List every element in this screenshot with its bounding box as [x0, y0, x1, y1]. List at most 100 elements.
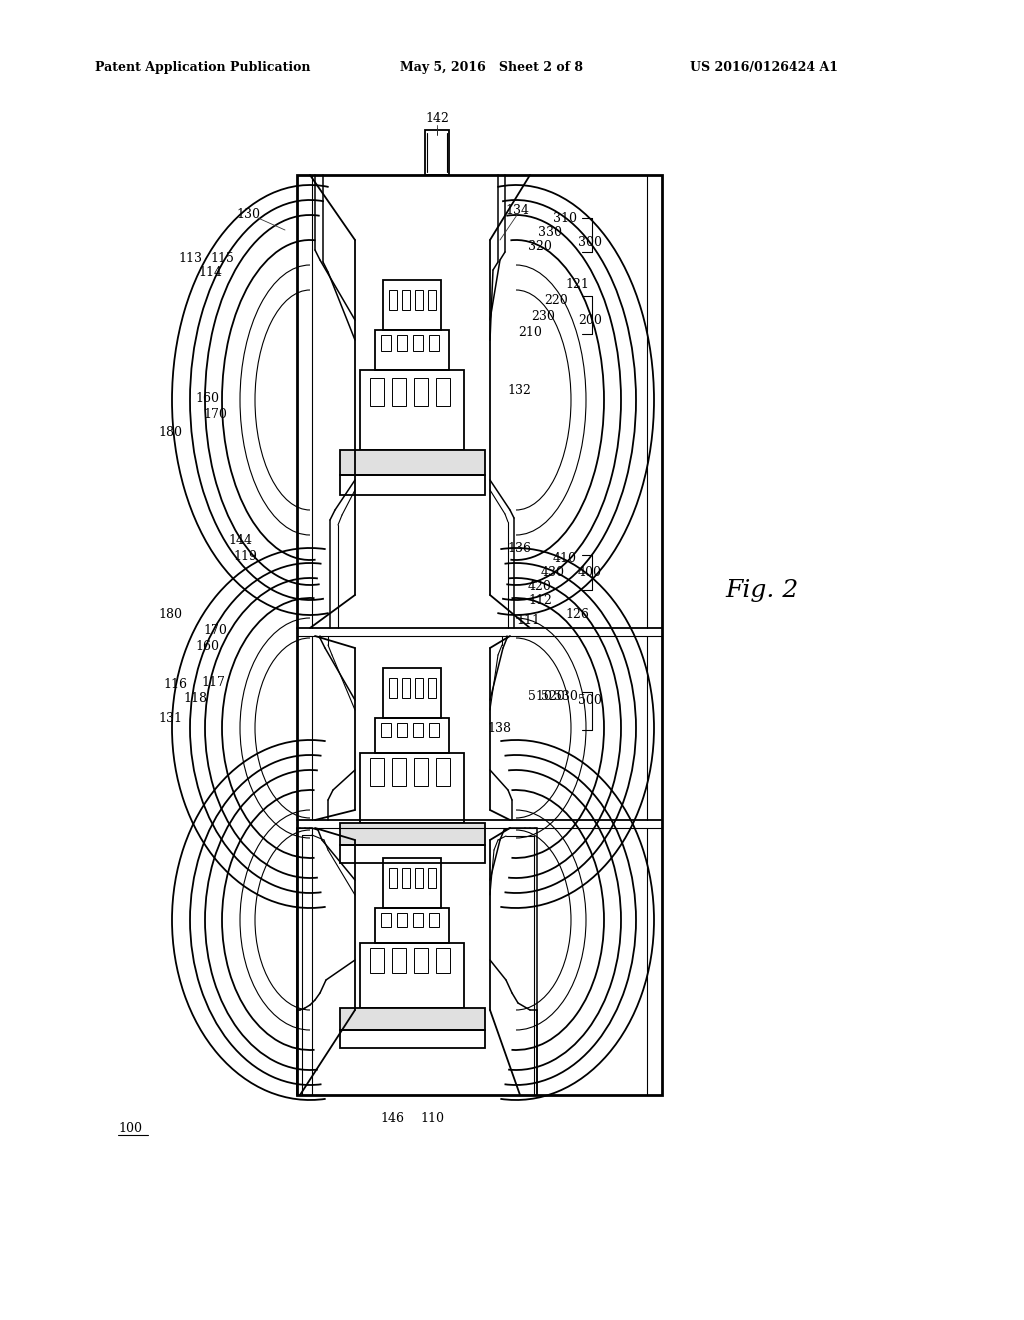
Text: 200: 200: [579, 314, 602, 326]
Text: 100: 100: [118, 1122, 142, 1134]
Text: 170: 170: [203, 623, 227, 636]
Bar: [389, 290, 397, 310]
Text: 113: 113: [178, 252, 202, 264]
Bar: [297, 176, 662, 1096]
Text: 500: 500: [579, 693, 602, 706]
Text: 112: 112: [528, 594, 552, 606]
Text: 116: 116: [163, 678, 187, 692]
Text: 400: 400: [578, 565, 602, 578]
Text: 142: 142: [425, 111, 449, 124]
Text: 530: 530: [554, 689, 578, 702]
Bar: [425, 129, 449, 176]
Bar: [340, 1030, 485, 1048]
Text: 180: 180: [158, 609, 182, 622]
Text: 170: 170: [203, 408, 227, 421]
Bar: [414, 378, 428, 407]
Bar: [360, 370, 464, 450]
Text: 134: 134: [505, 203, 529, 216]
Text: 117: 117: [201, 676, 225, 689]
Bar: [360, 942, 464, 1008]
Text: Patent Application Publication: Patent Application Publication: [95, 62, 310, 74]
Bar: [402, 678, 410, 698]
Bar: [413, 913, 423, 927]
Text: 230: 230: [531, 309, 555, 322]
Text: 126: 126: [565, 607, 589, 620]
Bar: [429, 913, 439, 927]
Bar: [436, 378, 450, 407]
Bar: [397, 913, 407, 927]
Bar: [375, 330, 449, 370]
Bar: [402, 290, 410, 310]
Bar: [383, 280, 441, 330]
Bar: [383, 668, 441, 718]
Text: 330: 330: [538, 226, 562, 239]
Bar: [397, 335, 407, 351]
Text: 118: 118: [183, 692, 207, 705]
Text: 144: 144: [228, 533, 252, 546]
Bar: [415, 290, 423, 310]
Bar: [383, 858, 441, 908]
Text: 121: 121: [565, 279, 589, 292]
Bar: [429, 335, 439, 351]
Text: 111: 111: [516, 614, 540, 627]
Text: 146: 146: [380, 1111, 404, 1125]
Bar: [375, 718, 449, 752]
Bar: [413, 723, 423, 737]
Bar: [381, 723, 391, 737]
Bar: [397, 723, 407, 737]
Bar: [429, 723, 439, 737]
Bar: [414, 758, 428, 785]
Text: 300: 300: [578, 235, 602, 248]
Text: 138: 138: [487, 722, 511, 734]
Bar: [428, 678, 436, 698]
Bar: [370, 378, 384, 407]
Bar: [392, 378, 406, 407]
Text: 114: 114: [198, 265, 222, 279]
Bar: [413, 335, 423, 351]
Text: 310: 310: [553, 211, 577, 224]
Bar: [428, 869, 436, 888]
Bar: [381, 913, 391, 927]
Text: 132: 132: [507, 384, 530, 396]
Bar: [370, 758, 384, 785]
Bar: [340, 475, 485, 495]
Text: 115: 115: [210, 252, 233, 264]
Bar: [381, 335, 391, 351]
Bar: [370, 948, 384, 973]
Bar: [360, 752, 464, 822]
Bar: [428, 290, 436, 310]
Bar: [389, 678, 397, 698]
Bar: [375, 908, 449, 942]
Text: 180: 180: [158, 425, 182, 438]
Text: 430: 430: [541, 565, 565, 578]
Text: 130: 130: [236, 209, 260, 222]
Bar: [392, 948, 406, 973]
Text: 210: 210: [518, 326, 542, 338]
Text: Fig. 2: Fig. 2: [725, 578, 799, 602]
Text: 320: 320: [528, 239, 552, 252]
Text: US 2016/0126424 A1: US 2016/0126424 A1: [690, 62, 838, 74]
Text: 136: 136: [507, 541, 531, 554]
Text: May 5, 2016   Sheet 2 of 8: May 5, 2016 Sheet 2 of 8: [400, 62, 583, 74]
Text: 410: 410: [553, 552, 577, 565]
Bar: [414, 948, 428, 973]
Bar: [389, 869, 397, 888]
Bar: [402, 869, 410, 888]
Text: 160: 160: [195, 640, 219, 653]
Bar: [340, 845, 485, 863]
Text: 520: 520: [541, 689, 565, 702]
Text: 110: 110: [420, 1111, 444, 1125]
Text: 510: 510: [528, 689, 552, 702]
Bar: [415, 869, 423, 888]
Text: 119: 119: [233, 550, 257, 564]
Bar: [436, 758, 450, 785]
Text: 160: 160: [195, 392, 219, 404]
Text: 220: 220: [544, 293, 568, 306]
Text: 131: 131: [158, 711, 182, 725]
Bar: [340, 822, 485, 845]
Bar: [340, 450, 485, 475]
Bar: [392, 758, 406, 785]
Bar: [415, 678, 423, 698]
Bar: [340, 1008, 485, 1030]
Bar: [436, 948, 450, 973]
